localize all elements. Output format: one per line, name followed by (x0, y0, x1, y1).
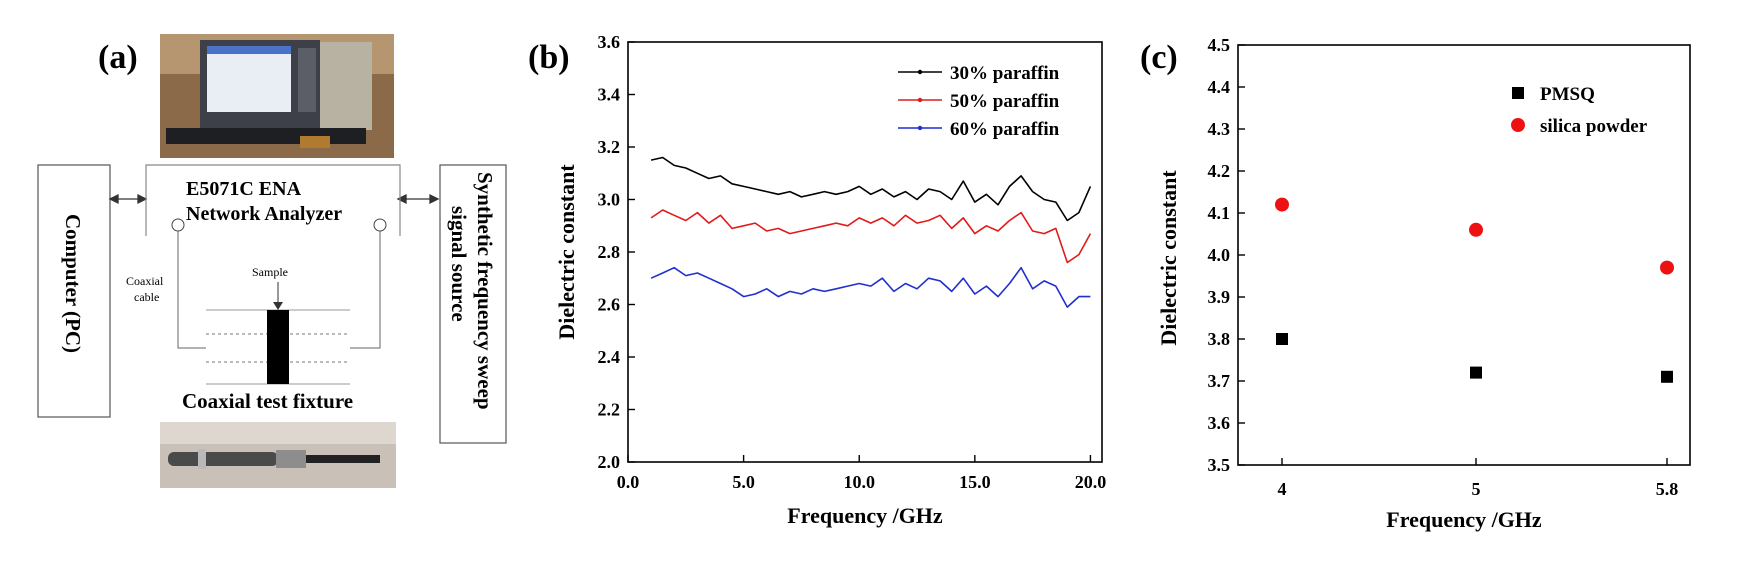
port-right (373, 218, 387, 232)
coaxial-cable-right (350, 231, 381, 349)
panel-b-series-line-2 (650, 209, 1092, 264)
coaxial-cable-left (177, 231, 206, 349)
panel-b-ytick-label: 2.2 (598, 400, 621, 420)
panel-c-chart: (c) 4 5 5.8 3.5 3.6 3.7 3.8 3.9 4.0 4.1 4.2 4.3 4.4 4… (1140, 35, 1691, 532)
panel-c-ytick-label: 4.5 (1208, 35, 1231, 55)
panel-b-legend-marker-2 (917, 97, 923, 103)
panel-c-point-pmsq (1276, 333, 1288, 345)
panel-b-ytick-label: 2.0 (598, 452, 621, 472)
panel-c-ytick-label: 3.8 (1208, 329, 1231, 349)
panel-c-xtick-label: 5.8 (1656, 479, 1679, 499)
panel-c-point-pmsq (1661, 370, 1673, 383)
panel-b-xlabel: Frequency /GHz (787, 503, 943, 528)
computer-label: Computer (PC) (61, 214, 85, 353)
panel-c-ytick-label: 4.3 (1208, 119, 1231, 139)
panel-a-label: (a) (98, 39, 138, 76)
panel-c-legend-label-2: silica powder (1540, 116, 1648, 137)
panel-b-xtick-label: 20.0 (1075, 472, 1107, 492)
panel-b-ytick-label: 2.6 (598, 295, 621, 315)
panel-b-ytick-label: 2.8 (598, 242, 621, 262)
coaxial-label-1: Coaxial (126, 274, 164, 288)
sample-arrowhead (273, 302, 283, 310)
panel-b-series-line-1 (650, 156, 1092, 222)
panel-c-ytick-label: 3.6 (1208, 413, 1231, 433)
panel-c-ytick-label: 3.7 (1208, 371, 1231, 391)
panel-c-point-pmsq (1470, 366, 1482, 379)
sample-block (267, 310, 289, 384)
panel-b-label: (b) (528, 39, 570, 76)
signal-source-label-2: signal source (447, 206, 471, 322)
panel-c-xlabel: Frequency /GHz (1386, 507, 1542, 532)
panel-b-xtick-label: 15.0 (959, 472, 991, 492)
panel-b-xtick-label: 10.0 (843, 472, 875, 492)
panel-c-ytick-label: 4.4 (1208, 77, 1231, 97)
panel-c-ytick-label: 4.1 (1208, 203, 1231, 223)
panel-c-xtick-label: 4 (1278, 479, 1287, 499)
panel-c-legend-swatch-pmsq (1512, 87, 1524, 99)
panel-b-xtick-label: 0.0 (617, 472, 640, 492)
computer-box (37, 164, 111, 418)
analyzer-label-2: Network Analyzer (186, 203, 342, 225)
panel-c-ytick-label: 3.9 (1208, 287, 1231, 307)
panel-c-point-silica (1660, 260, 1674, 275)
coaxial-label-2: cable (134, 290, 159, 304)
panel-a: (a) Computer (PC) E5071C ENA (37, 34, 507, 488)
panel-b-legend-label-3: 60% paraffin (950, 119, 1060, 140)
panel-b-ytick-label: 3.6 (598, 32, 621, 52)
link-arrows (108, 193, 440, 205)
panel-b-ytick-label: 3.2 (598, 137, 621, 157)
panel-c-xtick-label: 5 (1472, 479, 1481, 499)
panel-b-ytick-label: 3.0 (598, 190, 621, 210)
panel-c-point-silica (1469, 222, 1483, 237)
panel-b-legend-marker-1 (917, 69, 923, 75)
panel-b-legend-label-1: 30% paraffin (950, 63, 1060, 84)
signal-source-box (439, 164, 507, 444)
fixture-photo (160, 422, 396, 488)
panel-c-ylabel: Dielectric constant (1156, 170, 1181, 346)
panel-c-label: (c) (1140, 39, 1178, 76)
panel-b-xtick-label: 5.0 (732, 472, 755, 492)
panel-b-chart: (b) 0.0 5.0 10.0 15.0 20.0 2.0 2.2 2.4 2.6 2.8 3.0… (528, 32, 1106, 528)
panel-b-series-line-3 (650, 266, 1091, 308)
signal-source-label-1: Synthetic frequency sweep (473, 172, 497, 410)
panel-b-ytick-label: 2.4 (598, 347, 621, 367)
panel-c-ytick-label: 4.0 (1208, 245, 1231, 265)
panel-c-plot-frame (1237, 44, 1691, 466)
analyzer-box (145, 164, 401, 236)
panel-b-legend-marker-3 (917, 125, 923, 131)
panel-c-ytick-label: 3.5 (1208, 455, 1231, 475)
sample-label: Sample (252, 265, 288, 279)
panel-c-legend-swatch-silica (1511, 118, 1525, 132)
coaxial-fixture (206, 309, 350, 385)
port-left (171, 218, 185, 232)
panel-b-legend-label-2: 50% paraffin (950, 91, 1060, 112)
analyzer-photo (160, 34, 394, 158)
analyzer-label-1: E5071C ENA (186, 178, 302, 200)
panel-c-point-silica (1275, 197, 1289, 212)
panel-b-ylabel: Dielectric constant (554, 164, 579, 340)
fixture-label: Coaxial test fixture (182, 389, 353, 413)
panel-c-ytick-label: 4.2 (1208, 161, 1231, 181)
panel-b-ytick-label: 3.4 (598, 85, 621, 105)
panel-c-legend-label-1: PMSQ (1540, 84, 1595, 105)
